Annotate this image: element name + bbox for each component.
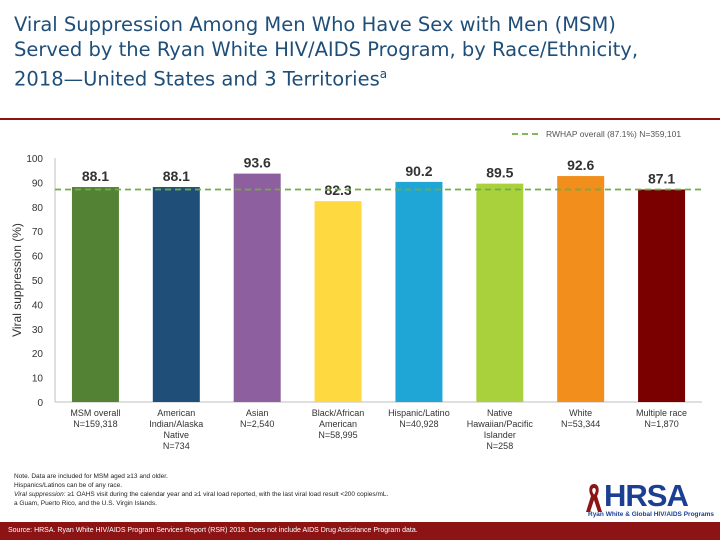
data-label: 92.6 [567, 157, 594, 173]
title-line-3: 2018—United States and 3 Territoriesa [14, 62, 714, 92]
data-label: 93.6 [244, 155, 271, 171]
bar [395, 181, 443, 402]
data-label: 88.1 [163, 168, 190, 184]
x-tick-label: N=2,540 [240, 419, 274, 429]
y-tick-label: 50 [32, 276, 44, 287]
logo-tagline: Ryan White & Global HIV/AIDS Programs [588, 511, 715, 518]
x-tick-label: Native [164, 430, 190, 440]
note-line-4: a Guam, Puerto Rico, and the U.S. Virgin… [14, 500, 157, 507]
bar [314, 201, 362, 402]
y-tick-label: 80 [32, 203, 44, 214]
x-tick-label: Multiple race [636, 408, 687, 418]
bar [638, 189, 686, 402]
data-label: 87.1 [648, 170, 675, 186]
note-line-2: Hispanics/Latinos can be of any race. [14, 482, 123, 489]
x-tick-label: N=58,995 [318, 430, 357, 440]
title-line-2: Served by the Ryan White HIV/AIDS Progra… [14, 38, 639, 61]
y-tick-label: 70 [32, 227, 44, 238]
x-tick-label: Native [487, 408, 513, 418]
y-tick-label: 20 [32, 349, 44, 360]
bar [476, 183, 524, 402]
legend-label: RWHAP overall (87.1%) N=359,101 [546, 129, 681, 139]
chart-notes: Note. Data are included for MSM aged ≥13… [14, 472, 574, 508]
y-axis-title: Viral suppression (%) [10, 223, 24, 337]
source-footer: Source: HRSA. Ryan White HIV/AIDS Progra… [0, 522, 720, 540]
note-line-3-label: Viral suppression: [14, 491, 66, 498]
logo-text: HRSA [604, 478, 689, 513]
x-tick-label: White [569, 408, 592, 418]
y-tick-label: 100 [26, 154, 43, 165]
page-title: Viral Suppression Among Men Who Have Sex… [14, 12, 714, 92]
x-tick-label: American [157, 408, 195, 418]
data-label: 89.5 [486, 165, 513, 181]
bar [152, 187, 200, 402]
x-tick-label: MSM overall [70, 408, 120, 418]
y-tick-label: 60 [32, 252, 44, 263]
note-line-3: Viral suppression: ≥1 OAHS visit during … [14, 490, 574, 499]
x-tick-label: N=159,318 [73, 419, 117, 429]
bar [233, 173, 281, 402]
note-line-3-text: ≥1 OAHS visit during the calendar year a… [65, 491, 389, 498]
title-line-3-text: 2018—United States and 3 Territories [14, 67, 380, 91]
title-line-1: Viral Suppression Among Men Who Have Sex… [14, 13, 616, 36]
x-tick-label: Islander [484, 430, 516, 440]
ribbon-icon [586, 484, 602, 512]
data-label: 88.1 [82, 168, 109, 184]
bar-chart: 0 10 20 30 40 50 60 70 80 90 100 Viral suppression … [10, 129, 702, 451]
y-tick-label: 90 [32, 178, 44, 189]
data-label: 90.2 [405, 163, 432, 179]
note-line-1: Note. Data are included for MSM aged ≥13… [14, 473, 168, 480]
x-tick-label: Hawaiian/Pacific [467, 419, 534, 429]
bar [557, 176, 605, 402]
y-tick-label: 30 [32, 325, 44, 336]
bar [71, 187, 119, 402]
x-tick-label: American [319, 419, 357, 429]
y-tick-label: 40 [32, 300, 44, 311]
x-tick-label: Indian/Alaska [149, 419, 203, 429]
x-tick-label: N=258 [486, 441, 513, 451]
title-superscript: a [379, 67, 388, 81]
x-tick-label: N=1,870 [644, 419, 678, 429]
x-tick-label: N=53,344 [561, 419, 600, 429]
x-tick-label: Asian [246, 408, 269, 418]
y-tick-label: 10 [32, 374, 44, 385]
x-tick-label: Hispanic/Latino [388, 408, 450, 418]
hrsa-logo: HRSA Ryan White & Global HIV/AIDS Progra… [584, 478, 715, 522]
x-tick-label: Black/African [312, 408, 365, 418]
y-tick-label: 0 [37, 398, 43, 409]
x-tick-label: N=40,928 [399, 419, 438, 429]
x-tick-label: N=734 [163, 441, 190, 451]
title-divider [0, 118, 720, 120]
